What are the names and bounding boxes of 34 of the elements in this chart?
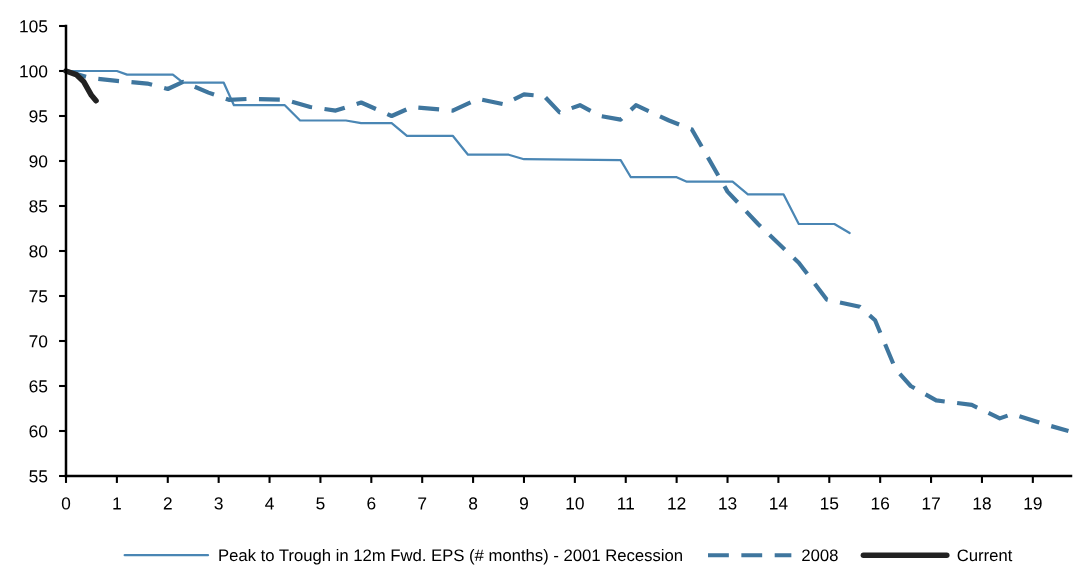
x-tick-label: 4 bbox=[265, 497, 274, 510]
x-tick-label: 10 bbox=[566, 497, 584, 510]
x-tick-label: 6 bbox=[367, 497, 376, 510]
y-tick-label: 95 bbox=[29, 110, 48, 123]
x-tick-label: 0 bbox=[61, 497, 71, 510]
y-tick-label: 100 bbox=[20, 65, 48, 78]
y-tick-label: 65 bbox=[29, 380, 48, 393]
x-tick-label: 5 bbox=[316, 497, 325, 510]
x-tick-label: 12 bbox=[668, 497, 686, 510]
x-tick-label: 16 bbox=[871, 497, 890, 510]
legend-label: Current bbox=[957, 549, 1013, 562]
y-tick-label: 90 bbox=[29, 155, 48, 168]
x-tick-label: 7 bbox=[418, 497, 427, 510]
x-tick-label: 19 bbox=[1024, 497, 1042, 510]
x-tick-label: 9 bbox=[519, 497, 528, 510]
x-tick-label: 15 bbox=[820, 497, 839, 510]
x-tick-label: 13 bbox=[719, 497, 737, 510]
x-tick-label: 3 bbox=[214, 497, 223, 510]
y-tick-label: 80 bbox=[29, 245, 48, 258]
x-tick-label: 1 bbox=[113, 497, 121, 510]
y-tick-label: 105 bbox=[20, 20, 48, 33]
y-tick-label: 60 bbox=[29, 425, 48, 438]
y-tick-label: 85 bbox=[29, 200, 48, 213]
legend-label: 2008 bbox=[802, 549, 838, 562]
x-tick-label: 2 bbox=[163, 497, 172, 510]
x-tick-label: 17 bbox=[922, 497, 940, 510]
y-tick-label: 70 bbox=[29, 335, 48, 348]
y-tick-label: 75 bbox=[29, 290, 48, 303]
y-tick-label: 55 bbox=[29, 470, 48, 483]
x-tick-label: 18 bbox=[973, 497, 991, 510]
x-tick-label: 14 bbox=[770, 497, 788, 510]
legend-label: Peak to Trough in 12m Fwd. EPS (# months) - 2001 Recession bbox=[219, 548, 682, 565]
x-tick-label: 8 bbox=[469, 497, 478, 510]
x-tick-label: 11 bbox=[618, 497, 634, 510]
